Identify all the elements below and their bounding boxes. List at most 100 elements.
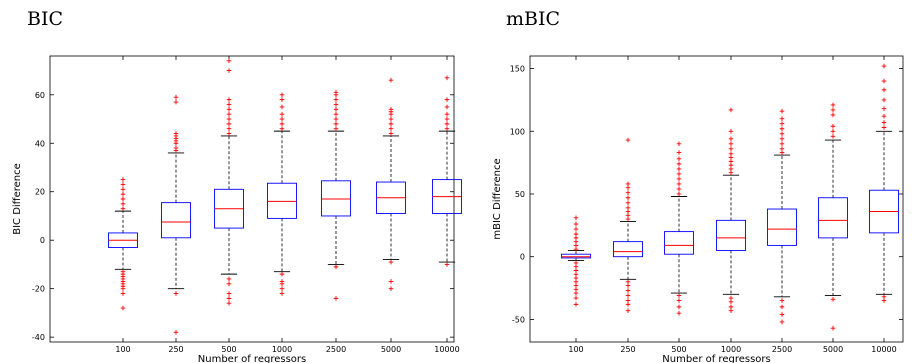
mbic-ytick-label: 50 — [515, 190, 525, 199]
bic-outlier — [120, 182, 126, 187]
bic-outlier — [120, 206, 126, 211]
bic-outlier — [226, 276, 232, 282]
bic-outlier — [279, 111, 285, 117]
bic-outlier — [279, 291, 285, 296]
mbic-outlier — [625, 200, 631, 206]
mbic-outlier — [779, 298, 785, 303]
bic-outlier — [279, 104, 285, 110]
bic-outlier — [173, 291, 179, 296]
mbic-outlier — [830, 133, 836, 139]
mbic-outlier — [676, 191, 682, 197]
mbic-outlier — [676, 166, 682, 172]
mbic-outlier — [779, 136, 785, 142]
mbic-outlier — [676, 304, 682, 310]
mbic-outlier — [779, 312, 785, 317]
mbic-outlier — [676, 156, 682, 162]
mbic-outlier — [728, 136, 734, 142]
mbic-outlier — [830, 325, 836, 331]
bic-outlier — [333, 90, 339, 95]
mbic-outlier — [728, 128, 734, 134]
mbic-outlier — [573, 215, 579, 221]
mbic-outlier — [881, 298, 887, 303]
mbic-outlier — [676, 310, 682, 316]
mbic-outlier — [881, 125, 887, 130]
mbic-outlier — [625, 293, 631, 298]
mbic-outlier — [779, 116, 785, 122]
mbic-outlier — [881, 87, 887, 93]
mbic-outlier — [728, 308, 734, 313]
bic-outlier — [333, 102, 339, 107]
mbic-box — [561, 253, 591, 259]
mbic-yaxis-label: mBIC Difference — [492, 158, 503, 239]
bic-outlier — [279, 121, 285, 127]
bic-box — [321, 180, 351, 217]
mbic-outlier — [830, 297, 836, 302]
mbic-box — [664, 231, 694, 255]
bic-outlier — [120, 177, 126, 182]
bic-outlier — [226, 131, 232, 136]
mbic-outlier — [676, 161, 682, 167]
bic-outlier — [388, 121, 394, 127]
mbic-box — [767, 208, 797, 246]
bic-outlier — [226, 126, 232, 132]
mbic-outlier — [573, 221, 579, 227]
mbic-outlier — [625, 302, 631, 307]
bic-xtick-label: 250 — [168, 345, 183, 354]
mbic-outlier — [625, 288, 631, 293]
mbic-outlier — [779, 319, 785, 325]
bic-outlier — [388, 286, 394, 291]
mbic-outlier — [676, 141, 682, 147]
bic-outlier — [279, 116, 285, 122]
mbic-outlier — [676, 298, 682, 303]
bic-xtick-label: 100 — [115, 345, 130, 354]
bic-outlier — [388, 259, 394, 265]
mbic-ytick-label: 0 — [520, 253, 525, 262]
mbic-outlier — [625, 308, 631, 313]
bic-outlier — [444, 104, 450, 110]
bic-outlier — [173, 330, 179, 335]
bic-box — [267, 182, 297, 219]
bic-outlier — [333, 121, 339, 127]
bic-outlier — [120, 286, 126, 291]
bic-outlier — [120, 201, 126, 207]
bic-outlier — [279, 126, 285, 132]
bic-outlier — [333, 97, 339, 102]
mbic-outlier — [728, 141, 734, 147]
bic-outlier — [333, 111, 339, 117]
bic-outlier — [120, 196, 126, 202]
bic-outlier — [444, 262, 450, 267]
mbic-xtick-label: 500 — [671, 345, 686, 354]
bic-outlier — [333, 264, 339, 270]
mbic-outlier — [625, 137, 631, 143]
mbic-box — [716, 219, 746, 251]
mbic-box — [818, 197, 848, 239]
mbic-outlier — [881, 113, 887, 119]
mbic-outlier — [676, 186, 682, 192]
bic-axes-frame — [49, 55, 455, 343]
mbic-ytick-label: 100 — [510, 127, 525, 136]
bic-yaxis-label: BIC Difference — [12, 163, 23, 235]
mbic-xtick-label: 2500 — [772, 345, 792, 354]
mbic-outlier — [625, 205, 631, 211]
bic-xtick-label: 1000 — [272, 345, 292, 354]
bic-xtick-label: 5000 — [381, 345, 401, 354]
mbic-outlier — [676, 150, 682, 155]
mbic-box — [613, 241, 643, 258]
mbic-outlier — [625, 190, 631, 196]
mbic-xaxis-label: Number of regressors — [662, 354, 770, 363]
bic-outlier — [333, 107, 339, 112]
mbic-outlier — [779, 131, 785, 137]
bic-outlier — [226, 291, 232, 296]
bic-ytick-label: 0 — [40, 236, 45, 245]
bic-outlier — [388, 279, 394, 284]
bic-outlier — [120, 187, 126, 192]
mbic-outlier — [779, 121, 785, 127]
bic-outlier — [279, 281, 285, 287]
mbic-outlier — [625, 195, 631, 201]
mbic-xtick-label: 5000 — [823, 345, 843, 354]
mbic-outlier — [573, 290, 579, 296]
bic-outlier — [444, 121, 450, 127]
mbic-outlier — [830, 112, 836, 118]
bic-outlier — [444, 116, 450, 122]
